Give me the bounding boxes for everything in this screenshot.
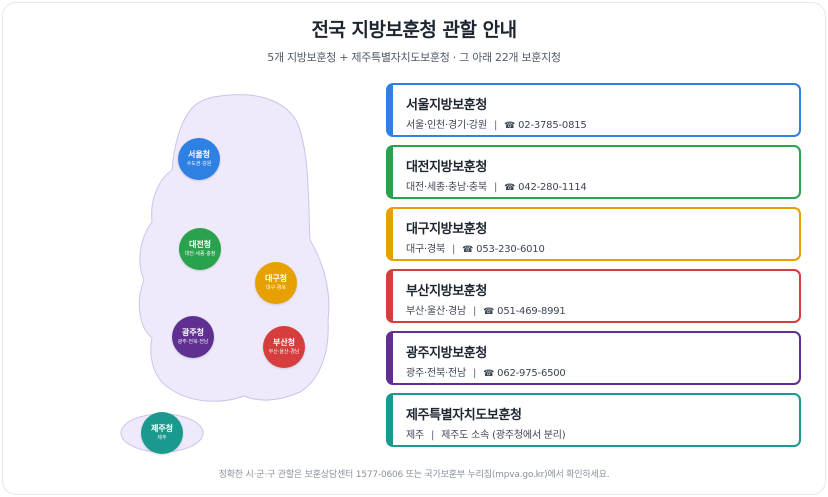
office-phone: 042-280-1114: [518, 182, 586, 193]
page-subtitle: 5개 지방보훈청 + 제주특별자치도보훈청 · 그 아래 22개 보훈지청: [0, 49, 828, 65]
divider: |: [473, 368, 476, 379]
divider: |: [494, 120, 497, 131]
map-node-sublabel: 부산·울산·경남: [269, 348, 300, 356]
office-name: 광주지방보훈청: [406, 342, 487, 361]
phone-icon: ☎: [483, 307, 494, 317]
map-node-jeju: 제주청 제주: [141, 412, 183, 454]
office-card-daejeon: 대전지방보훈청 대전·세종·충남·충북 | ☎ 042-280-1114: [386, 145, 801, 199]
phone-icon: ☎: [462, 245, 473, 255]
divider: |: [473, 306, 476, 317]
map-node-label: 제주청: [151, 424, 173, 434]
map-node-sublabel: 대전·세종·충청: [185, 250, 216, 258]
office-name: 대구지방보훈청: [406, 218, 487, 237]
divider: |: [494, 182, 497, 193]
office-phone: 02-3785-0815: [518, 120, 586, 131]
office-region: 부산·울산·경남: [406, 306, 466, 317]
office-card-busan: 부산지방보훈청 부산·울산·경남 | ☎ 051-469-8991: [386, 269, 801, 323]
office-details: 제주 | 제주도 소속 (광주청에서 분리): [406, 426, 566, 441]
office-name: 제주특별자치도보훈청: [406, 404, 522, 423]
office-region: 대전·세종·충남·충북: [406, 182, 487, 193]
map-node-sublabel: 제주: [157, 434, 166, 442]
office-details: 서울·인천·경기·강원 | ☎ 02-3785-0815: [406, 116, 587, 131]
map-node-label: 대전청: [189, 240, 211, 250]
office-details: 광주·전북·전남 | ☎ 062-975-6500: [406, 364, 566, 379]
map-node-sublabel: 광주·전북·전남: [178, 338, 209, 346]
office-phone: 051-469-8991: [497, 306, 565, 317]
office-details: 대구·경북 | ☎ 053-230-6010: [406, 240, 545, 255]
office-phone: 062-975-6500: [497, 368, 565, 379]
map-node-daejeon: 대전청 대전·세종·충청: [179, 228, 221, 270]
office-card-gwangju: 광주지방보훈청 광주·전북·전남 | ☎ 062-975-6500: [386, 331, 801, 385]
map-node-busan: 부산청 부산·울산·경남: [263, 326, 305, 368]
phone-icon: ☎: [483, 369, 494, 379]
office-details: 대전·세종·충남·충북 | ☎ 042-280-1114: [406, 178, 587, 193]
map-node-label: 대구청: [265, 274, 287, 284]
map-node-sublabel: 수도권·강원: [187, 160, 212, 168]
map-node-sublabel: 대구·경북: [266, 284, 286, 292]
phone-icon: ☎: [504, 121, 515, 131]
page-title: 전국 지방보훈청 관할 안내: [0, 15, 828, 42]
divider: |: [452, 244, 455, 255]
map-node-gwangju: 광주청 광주·전북·전남: [172, 316, 214, 358]
office-card-daegu: 대구지방보훈청 대구·경북 | ☎ 053-230-6010: [386, 207, 801, 261]
map-node-label: 서울청: [188, 150, 210, 160]
peninsula-shape: [110, 90, 360, 460]
office-name: 부산지방보훈청: [406, 280, 487, 299]
map-node-seoul: 서울청 수도권·강원: [178, 138, 220, 180]
map-node-label: 광주청: [182, 328, 204, 338]
office-card-seoul: 서울지방보훈청 서울·인천·경기·강원 | ☎ 02-3785-0815: [386, 83, 801, 137]
office-region: 대구·경북: [406, 244, 445, 255]
footer-note: 정확한 시·군·구 관할은 보훈상담센터 1577-0606 또는 국가보훈부 …: [0, 467, 828, 480]
office-name: 대전지방보훈청: [406, 156, 487, 175]
phone-icon: ☎: [504, 183, 515, 193]
office-card-jeju: 제주특별자치도보훈청 제주 | 제주도 소속 (광주청에서 분리): [386, 393, 801, 447]
map-node-label: 부산청: [273, 338, 295, 348]
office-name: 서울지방보훈청: [406, 94, 487, 113]
map-node-daegu: 대구청 대구·경북: [255, 262, 297, 304]
korea-map: 서울청 수도권·강원 대전청 대전·세종·충청 대구청 대구·경북 광주청 광주…: [110, 90, 360, 460]
office-region: 서울·인천·경기·강원: [406, 120, 487, 131]
divider: |: [431, 430, 434, 441]
office-region: 광주·전북·전남: [406, 368, 466, 379]
office-phone: 053-230-6010: [476, 244, 544, 255]
office-region: 제주: [406, 430, 424, 441]
office-details: 부산·울산·경남 | ☎ 051-469-8991: [406, 302, 566, 317]
office-note: 제주도 소속 (광주청에서 분리): [441, 430, 565, 441]
